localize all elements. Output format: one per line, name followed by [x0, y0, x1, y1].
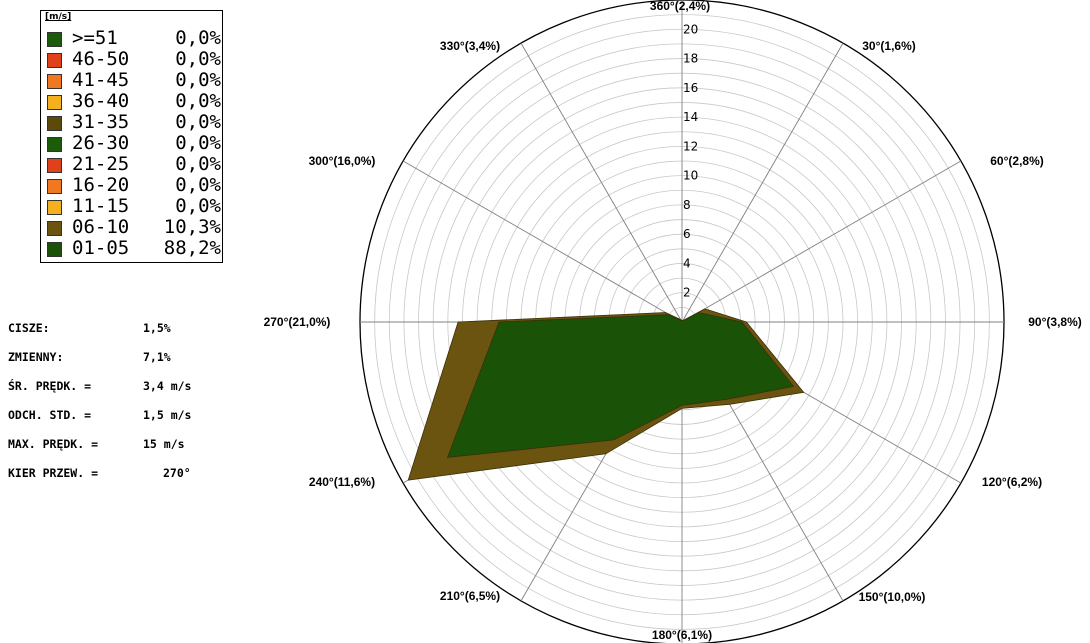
legend-percent-label: 0,0%: [175, 153, 221, 175]
legend-range-label: 31-35: [72, 111, 130, 133]
direction-label: 90°(3,8%): [1028, 315, 1082, 329]
stat-row: ZMIENNY: 7,1%: [8, 350, 218, 366]
legend-swatch: [47, 179, 62, 194]
legend-item: 36-40 0,0%: [47, 91, 221, 112]
legend-percent-label: 88,2%: [163, 237, 221, 259]
legend-percent-label: 0,0%: [175, 195, 221, 217]
stat-label: ŚR. PRĘDK. =: [8, 379, 92, 393]
legend-item: 16-20 0,0%: [47, 175, 221, 196]
stat-value: 7,1%: [143, 350, 171, 364]
radial-tick-label: 10: [683, 169, 698, 183]
stat-row: CISZE: 1,5%: [8, 321, 218, 337]
direction-label: 180°(6,1%): [652, 628, 712, 642]
legend-item: 41-45 0,0%: [47, 70, 221, 91]
legend-item: 21-25 0,0%: [47, 154, 221, 175]
legend-item: 01-05 88,2%: [47, 238, 221, 259]
legend-range-label: 26-30: [72, 132, 130, 154]
legend-item: 46-50 0,0%: [47, 49, 221, 70]
legend-range-label: 21-25: [72, 153, 130, 175]
radial-tick-label: 12: [683, 139, 698, 153]
legend-swatch: [47, 74, 62, 89]
direction-spoke: [520, 42, 683, 323]
stat-label: CISZE:: [8, 321, 50, 335]
direction-label: 60°(2,8%): [990, 154, 1044, 168]
legend-percent-label: 10,3%: [163, 216, 221, 238]
direction-spoke: [681, 160, 962, 323]
radial-tick-label: 8: [683, 198, 691, 212]
series-polygon-01-05: [446, 312, 795, 458]
legend-range-label: >=51: [72, 27, 118, 49]
stat-row: ODCH. STD. = 1,5 m/s: [8, 408, 218, 424]
legend-swatch: [47, 221, 62, 236]
radial-tick-label: 16: [683, 81, 698, 95]
legend-range-label: 11-15: [72, 195, 130, 217]
direction-label: 270°(21,0%): [264, 315, 331, 329]
stat-value: 3,4 m/s: [143, 379, 192, 393]
legend-percent-label: 0,0%: [175, 111, 221, 133]
stat-label: MAX. PRĘDK. =: [8, 437, 99, 451]
radial-tick-label: 2: [683, 286, 691, 300]
legend-range-label: 16-20: [72, 174, 130, 196]
legend-swatch: [47, 242, 62, 257]
radial-tick-label: 14: [683, 110, 698, 124]
stat-label: ODCH. STD. =: [8, 408, 92, 422]
direction-label: 300°(16,0%): [309, 154, 376, 168]
stat-value: 270°: [163, 466, 191, 480]
legend-range-label: 41-45: [72, 69, 130, 91]
direction-spoke: [681, 42, 844, 323]
direction-label: 150°(10,0%): [859, 590, 926, 604]
legend-range-label: 36-40: [72, 90, 130, 112]
legend-swatch: [47, 53, 62, 68]
legend-swatch: [47, 95, 62, 110]
stat-value: 15 m/s: [143, 437, 185, 451]
legend-swatch: [47, 158, 62, 173]
stat-row: KIER PRZEW. = 270°: [8, 466, 218, 482]
legend-range-label: 01-05: [72, 237, 130, 259]
direction-label: 30°(1,6%): [862, 39, 916, 53]
legend-swatch: [47, 32, 62, 47]
legend-percent-label: 0,0%: [175, 90, 221, 112]
direction-label: 330°(3,4%): [440, 39, 500, 53]
legend-range-label: 46-50: [72, 48, 130, 70]
radial-tick-label: 18: [683, 52, 698, 66]
legend-percent-label: 0,0%: [175, 174, 221, 196]
stat-row: MAX. PRĘDK. = 15 m/s: [8, 437, 218, 453]
legend-range-label: 06-10: [72, 216, 130, 238]
radial-tick-label: 6: [683, 227, 691, 241]
legend-percent-label: 0,0%: [175, 48, 221, 70]
legend-item: 11-15 0,0%: [47, 196, 221, 217]
legend-swatch: [47, 137, 62, 152]
legend-swatch: [47, 200, 62, 215]
radial-tick-label: 20: [683, 22, 698, 36]
legend-item: 31-35 0,0%: [47, 112, 221, 133]
stat-label: KIER PRZEW. =: [8, 466, 99, 480]
direction-label: 120°(6,2%): [982, 475, 1042, 489]
legend-item: 26-30 0,0%: [47, 133, 221, 154]
legend: [m/s] >=51 0,0% 46-50 0,0% 41-45 0,0% 36-40 0,0…: [40, 10, 223, 263]
legend-unit-label: [m/s]: [45, 12, 72, 22]
direction-label: 360°(2,4%): [650, 0, 710, 13]
stat-value: 1,5%: [143, 321, 171, 335]
legend-percent-label: 0,0%: [175, 27, 221, 49]
legend-item: 06-10 10,3%: [47, 217, 221, 238]
stat-label: ZMIENNY:: [8, 350, 64, 364]
legend-percent-label: 0,0%: [175, 69, 221, 91]
direction-label: 240°(11,6%): [309, 475, 375, 489]
stat-value: 1,5 m/s: [143, 408, 192, 422]
direction-label: 210°(6,5%): [440, 589, 500, 603]
legend-item: >=51 0,0%: [47, 28, 221, 49]
direction-spoke: [402, 160, 683, 323]
radial-tick-label: 4: [683, 256, 691, 270]
legend-percent-label: 0,0%: [175, 132, 221, 154]
stat-row: ŚR. PRĘDK. = 3,4 m/s: [8, 379, 218, 395]
legend-swatch: [47, 116, 62, 131]
